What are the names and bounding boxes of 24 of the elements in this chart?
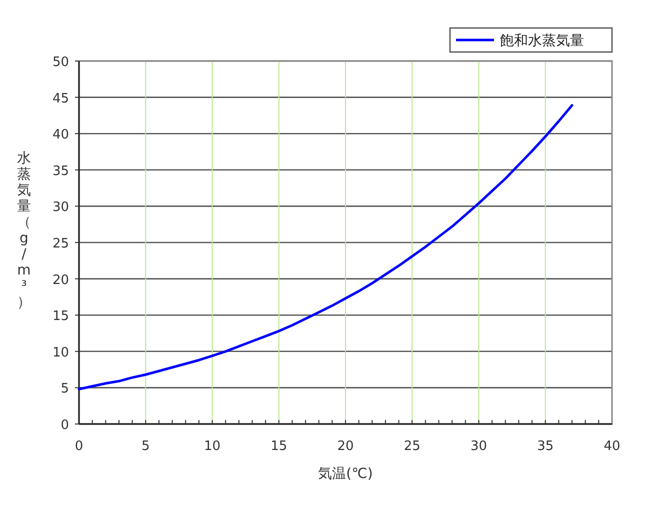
x-tick-label: 5 bbox=[141, 439, 150, 454]
y-tick-label: 0 bbox=[60, 418, 69, 433]
x-axis-title: 気温(℃) bbox=[318, 466, 373, 482]
x-tick-label: 20 bbox=[337, 439, 354, 454]
y-tick-label: 35 bbox=[52, 164, 69, 179]
y-tick-label: 45 bbox=[52, 91, 69, 106]
legend-label: 飽和水蒸気量 bbox=[500, 33, 584, 49]
x-tick-label: 25 bbox=[404, 439, 420, 454]
y-tick-label: 50 bbox=[52, 55, 69, 70]
y-tick-label: 25 bbox=[52, 236, 69, 252]
x-tick-label: 40 bbox=[604, 439, 620, 454]
y-tick-label: 40 bbox=[52, 128, 69, 143]
y-tick-label: 15 bbox=[52, 309, 69, 324]
x-tick-label: 0 bbox=[74, 439, 84, 454]
y-tick-label: 20 bbox=[52, 272, 69, 288]
y-tick-label: 30 bbox=[52, 200, 69, 216]
y-tick-label: 10 bbox=[52, 345, 69, 360]
x-tick-label: 35 bbox=[537, 439, 554, 454]
line-series bbox=[78, 104, 574, 390]
x-tick-label: 10 bbox=[204, 439, 221, 454]
y-tick-label: 5 bbox=[60, 382, 69, 397]
x-tick-label: 30 bbox=[470, 439, 488, 454]
x-tick-label: 15 bbox=[270, 439, 288, 454]
text: 水蒸気量（g/m³） bbox=[17, 150, 31, 310]
